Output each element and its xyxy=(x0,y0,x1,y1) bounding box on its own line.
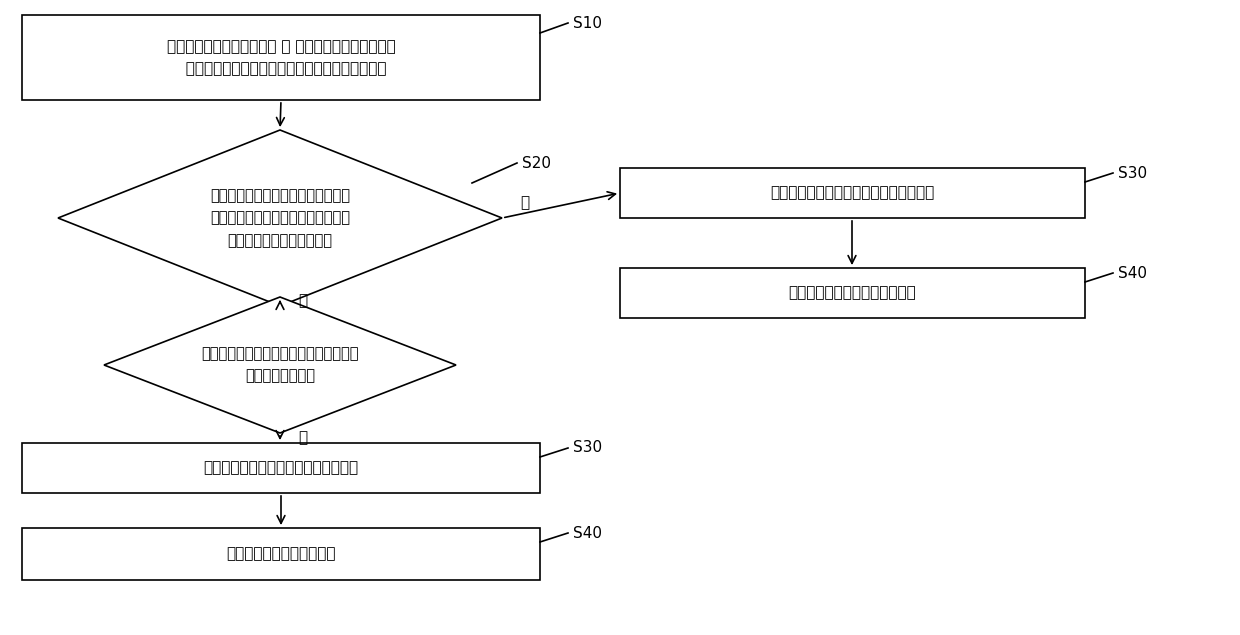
Text: 否: 否 xyxy=(298,431,308,446)
Text: 输出启动车辆自动驻车程序的数据信息: 输出启动车辆自动驻车程序的数据信息 xyxy=(203,460,358,476)
Polygon shape xyxy=(104,297,456,433)
Bar xyxy=(620,268,1085,318)
Text: S40: S40 xyxy=(573,526,601,540)
Text: 输出启动执行车辆自动爬行程序数据信息: 输出启动执行车辆自动爬行程序数据信息 xyxy=(770,185,935,201)
Bar xyxy=(22,528,539,580)
Text: S10: S10 xyxy=(573,15,601,30)
Bar xyxy=(22,443,539,493)
Text: S30: S30 xyxy=(573,441,603,455)
Text: 是: 是 xyxy=(298,293,308,309)
Text: S20: S20 xyxy=(522,156,551,171)
Text: 否: 否 xyxy=(520,196,529,210)
Text: 接收车辆自动爬行启动数据 、 车辆自动驻车启动数据或
  车辆自动爬行与自动驻车相互切换启动数据的信息: 接收车辆自动爬行启动数据 、 车辆自动驻车启动数据或 车辆自动爬行与自动驻车相互… xyxy=(166,39,396,76)
Text: 判断车辆是否行驶在道路上以及车辆
与附近障碍物的距离是否处于预设距
离并输出第一判断结果信息: 判断车辆是否行驶在道路上以及车辆 与附近障碍物的距离是否处于预设距 离并输出第一… xyxy=(210,189,350,248)
Polygon shape xyxy=(58,130,502,306)
Text: 执行启动执行车辆自动爬行程序: 执行启动执行车辆自动爬行程序 xyxy=(789,286,916,300)
Text: S40: S40 xyxy=(1118,265,1147,281)
Bar xyxy=(22,15,539,100)
Bar xyxy=(620,168,1085,218)
Text: 判断当前车辆是否处于挪车的状态并输出
第二判断结果信息: 判断当前车辆是否处于挪车的状态并输出 第二判断结果信息 xyxy=(201,347,358,384)
Text: S30: S30 xyxy=(1118,166,1147,180)
Text: 执行启动车辆自动驻车程序: 执行启动车辆自动驻车程序 xyxy=(226,547,336,561)
